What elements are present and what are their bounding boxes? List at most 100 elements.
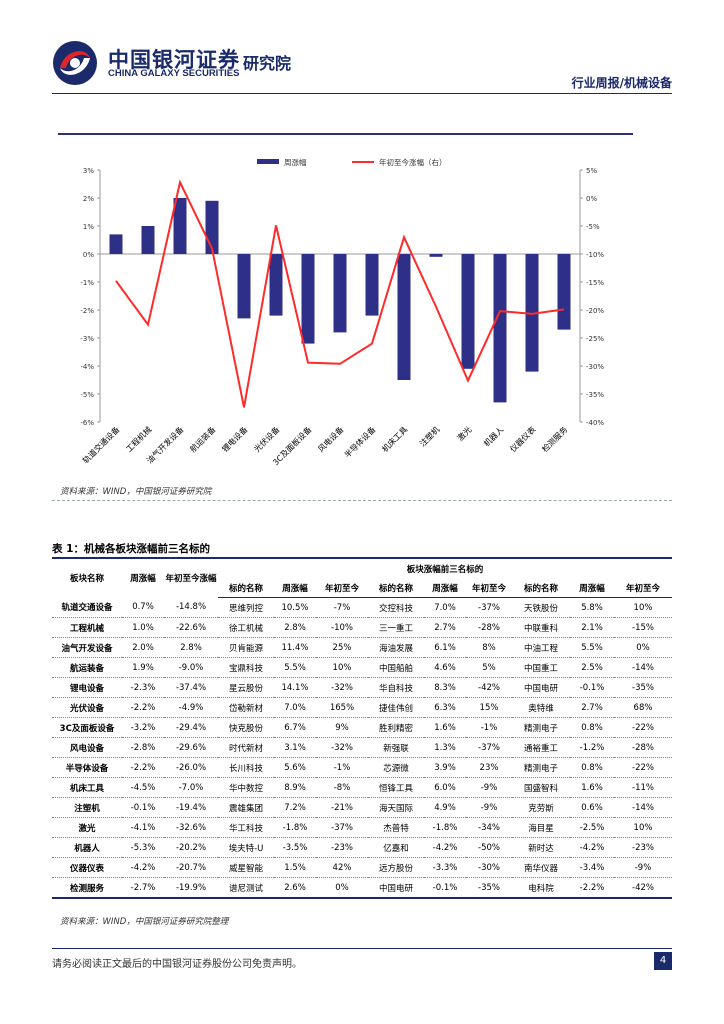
table-cell: 海目星 xyxy=(512,817,570,838)
table-cell: -26.0% xyxy=(164,757,218,778)
table-cell: 思维列控 xyxy=(218,597,274,618)
header-ytd-change: 年初至今涨幅 xyxy=(164,557,218,598)
table-cell: -22.6% xyxy=(164,617,218,638)
table-cell: -0.1% xyxy=(424,877,466,899)
right-tick-label: -40% xyxy=(586,419,604,427)
table-cell: 2.8% xyxy=(274,617,316,638)
table-cell: 2.7% xyxy=(424,617,466,638)
table-cell: 长川科技 xyxy=(218,757,274,778)
left-tick-label: -2% xyxy=(80,307,94,315)
bar-week-change xyxy=(429,254,443,257)
right-tick-label: -20% xyxy=(586,307,604,315)
table-cell: 海油发展 xyxy=(368,637,424,658)
sector-name-cell: 机器人 xyxy=(52,837,122,858)
left-tick-label: -5% xyxy=(80,391,94,399)
sector-name-cell: 工程机械 xyxy=(52,617,122,638)
table-cell: 新时达 xyxy=(512,837,570,858)
table-cell: 6.7% xyxy=(274,717,316,738)
table-cell: -20.2% xyxy=(164,837,218,858)
table-cell: 2.5% xyxy=(570,657,614,678)
left-tick-label: -1% xyxy=(80,279,94,287)
table-cell: -2.3% xyxy=(122,677,164,698)
table-cell: 徐工机械 xyxy=(218,617,274,638)
table-cell: -14% xyxy=(614,657,672,678)
table-cell: -1.8% xyxy=(424,817,466,838)
bar-week-change xyxy=(205,200,219,254)
table-cell: -23% xyxy=(614,837,672,858)
sector-name-cell: 半导体设备 xyxy=(52,757,122,778)
bar-week-change xyxy=(557,254,571,330)
table-cell: -2.2% xyxy=(122,697,164,718)
legend-swatch-bar xyxy=(257,159,279,164)
table-cell: 8.3% xyxy=(424,677,466,698)
table-cell: 远方股份 xyxy=(368,857,424,878)
table-row: 3C及面板设备 -3.2% -29.4% 快克股份 6.7% 9% 胜利精密 1.6% -1% 精… xyxy=(52,717,672,738)
table-cell: 10% xyxy=(316,657,368,678)
bar-week-change xyxy=(365,254,379,316)
bar-week-change xyxy=(525,254,539,372)
table-cell: -8% xyxy=(316,777,368,798)
table-cell: 电科院 xyxy=(512,877,570,899)
table-cell: 6.3% xyxy=(424,697,466,718)
line-ytd-change xyxy=(115,179,565,408)
bar-week-change xyxy=(141,226,155,254)
left-tick-label: -6% xyxy=(80,419,94,427)
bar-week-change xyxy=(301,254,315,344)
table-row: 工程机械 1.0% -22.6% 徐工机械 2.8% -10% 三一重工 2.7% -28% 中联… xyxy=(52,617,672,638)
left-tick-label: -3% xyxy=(80,335,94,343)
table-cell: -5.3% xyxy=(122,837,164,858)
sector-name-cell: 3C及面板设备 xyxy=(52,717,122,738)
table-row: 机器人 -5.3% -20.2% 埃夫特-U -3.5% -23% 亿嘉和 -4.2% -50%… xyxy=(52,837,672,858)
category-label: 注塑机 xyxy=(417,424,441,448)
table-cell: -1.2% xyxy=(570,737,614,758)
table-cell: -9% xyxy=(466,777,512,798)
report-type: 行业周报/机械设备 xyxy=(571,76,672,90)
bar-week-change xyxy=(269,254,283,316)
table-cell: -4.2% xyxy=(122,857,164,878)
table-cell: -32% xyxy=(316,677,368,698)
sector-name-cell: 航运装备 xyxy=(52,657,122,678)
category-label: 工程机械 xyxy=(124,424,154,454)
table-cell: 2.8% xyxy=(164,637,218,658)
table-cell: -4.2% xyxy=(570,837,614,858)
table-row: 检测服务 -2.7% -19.9% 谱尼测试 2.6% 0% 中国电研 -0.1% -35% 电科… xyxy=(52,877,672,899)
category-label: 仪器仪表 xyxy=(508,424,538,454)
table-row: 仪器仪表 -4.2% -20.7% 威星智能 1.5% 42% 远方股份 -3.3% -30% 南… xyxy=(52,857,672,878)
table-cell: 0.8% xyxy=(570,717,614,738)
table-cell: 5.6% xyxy=(274,757,316,778)
table-cell: 新强联 xyxy=(368,737,424,758)
page-number: 4 xyxy=(654,952,672,970)
table-cell: 中国电研 xyxy=(512,677,570,698)
table-cell: -21% xyxy=(316,797,368,818)
table-cell: -14% xyxy=(614,797,672,818)
table-cell: -1% xyxy=(466,717,512,738)
chart-top-rule xyxy=(58,133,633,135)
table-cell: 5.8% xyxy=(570,597,614,618)
table-cell: 1.3% xyxy=(424,737,466,758)
table-cell: -2.2% xyxy=(122,757,164,778)
table-cell: 68% xyxy=(614,697,672,718)
table-cell: 岱勒新材 xyxy=(218,697,274,718)
table-cell: 华中数控 xyxy=(218,777,274,798)
table-cell: -29.6% xyxy=(164,737,218,758)
table-cell: -3.3% xyxy=(424,857,466,878)
table-row: 激光 -4.1% -32.6% 华工科技 -1.8% -37% 杰普特 -1.8% -34% 海目… xyxy=(52,817,672,838)
table-cell: 7.0% xyxy=(274,697,316,718)
table-cell: 亿嘉和 xyxy=(368,837,424,858)
table-cell: -37% xyxy=(466,737,512,758)
table-cell: -3.2% xyxy=(122,717,164,738)
table-cell: -42% xyxy=(614,877,672,899)
table-cell: 捷佳伟创 xyxy=(368,697,424,718)
table-cell: 10% xyxy=(614,817,672,838)
table-cell: 42% xyxy=(316,857,368,878)
table-cell: 14.1% xyxy=(274,677,316,698)
table-cell: -4.1% xyxy=(122,817,164,838)
table-cell: 25% xyxy=(316,637,368,658)
right-tick-label: -30% xyxy=(586,363,604,371)
chart-source-note: 资料来源：WIND，中国银河证券研究院 xyxy=(60,487,212,497)
table-cell: 1.6% xyxy=(570,777,614,798)
table-cell: 0.6% xyxy=(570,797,614,818)
table-cell: 0% xyxy=(316,877,368,899)
table-cell: 华工科技 xyxy=(218,817,274,838)
header-divider xyxy=(52,93,672,94)
